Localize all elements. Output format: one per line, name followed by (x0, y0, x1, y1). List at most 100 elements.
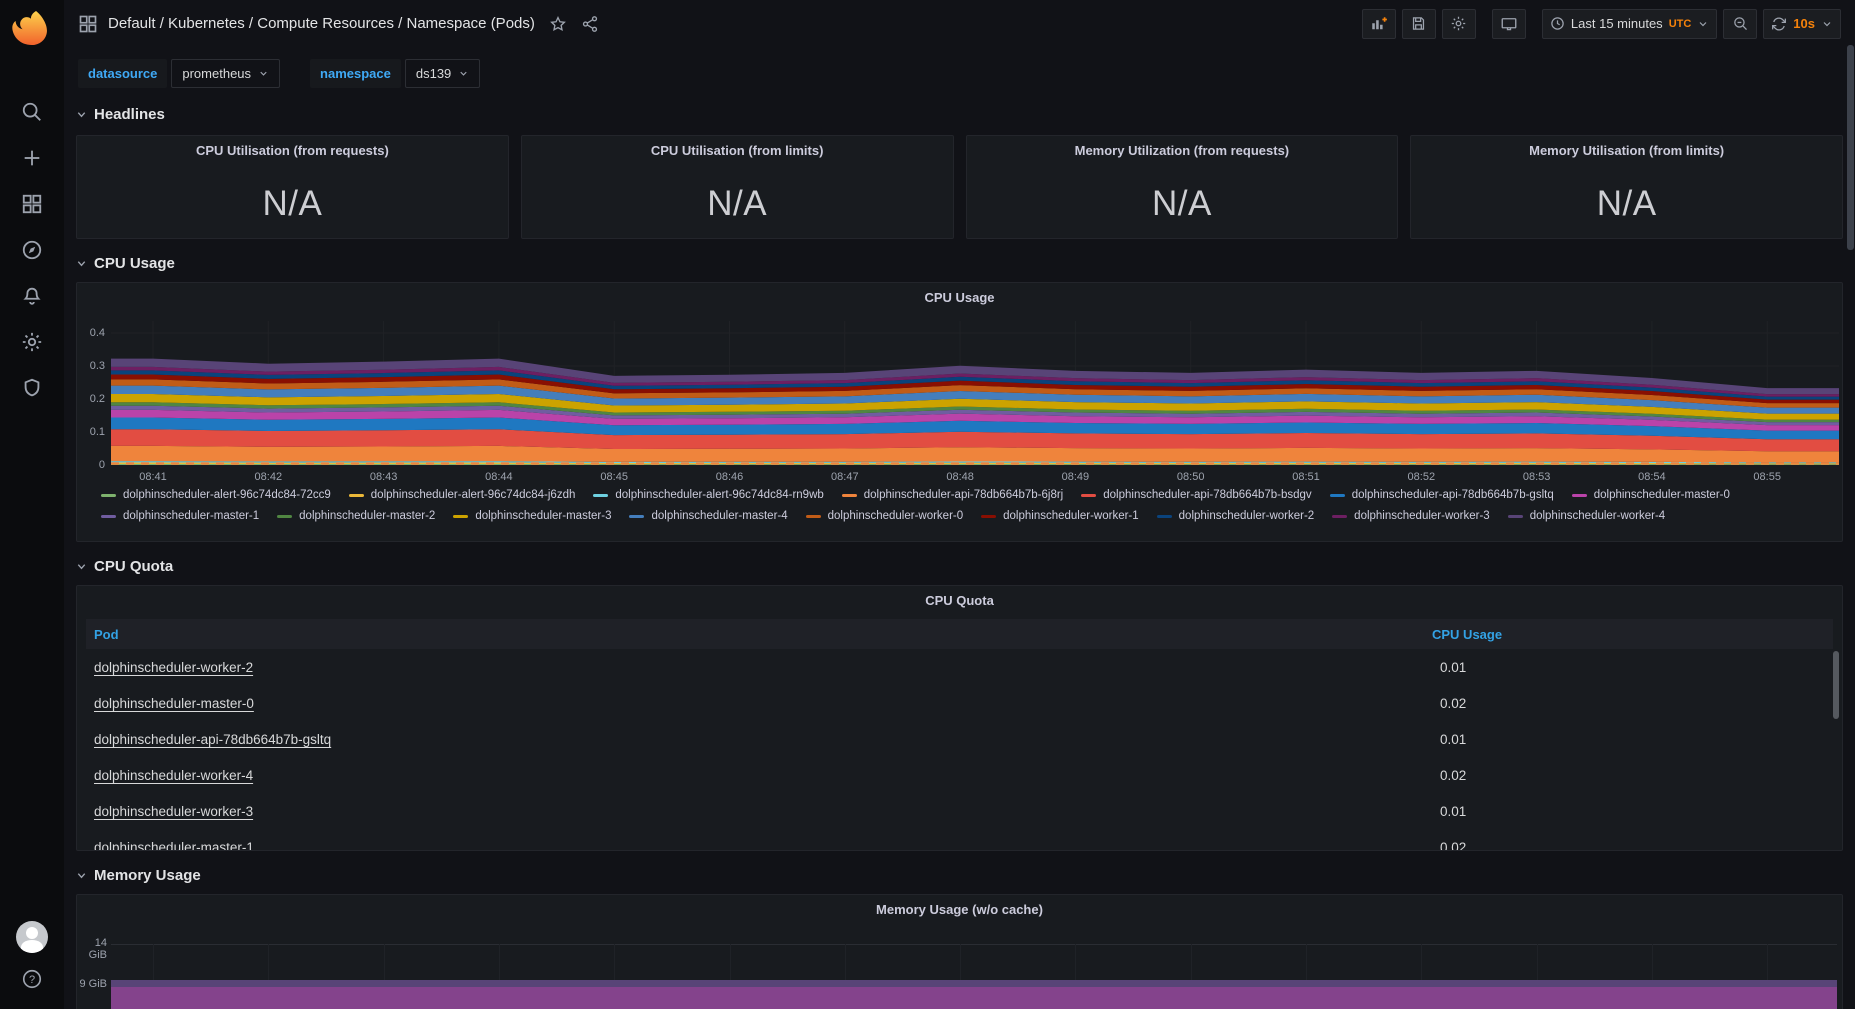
cpu-usage-value: 0.02 (1440, 840, 1466, 851)
save-dashboard-button[interactable] (1402, 9, 1436, 39)
section-header-cpu-quota[interactable]: CPU Quota (76, 558, 1843, 575)
legend-item[interactable]: dolphinscheduler-worker-1 (981, 510, 1139, 522)
panel-title[interactable]: CPU Quota (77, 586, 1842, 608)
breadcrumb[interactable]: Default / Kubernetes / Compute Resources… (108, 15, 535, 32)
zoom-out-time-button[interactable] (1723, 9, 1757, 39)
x-tick-label: 08:53 (1512, 471, 1562, 483)
var-label-datasource[interactable]: datasource (78, 59, 167, 88)
memory-gridline (384, 944, 385, 980)
column-header-cpu-usage[interactable]: CPU Usage (1432, 627, 1502, 642)
svg-text:?: ? (29, 974, 35, 986)
legend-swatch (1572, 494, 1587, 497)
server-admin-shield-icon[interactable] (20, 376, 44, 400)
legend-item[interactable]: dolphinscheduler-worker-2 (1157, 510, 1315, 522)
x-tick-label: 08:54 (1627, 471, 1677, 483)
pod-link[interactable]: dolphinscheduler-worker-2 (94, 660, 253, 675)
legend-item[interactable]: dolphinscheduler-api-78db664b7b-6j8rj (842, 489, 1063, 501)
share-icon[interactable] (581, 15, 599, 33)
table-row: dolphinscheduler-api-78db664b7b-gsltq0.0… (86, 721, 1833, 757)
memory-stacked-band[interactable] (111, 987, 1837, 1009)
legend-label: dolphinscheduler-alert-96c74dc84-j6zdh (371, 489, 576, 501)
legend-swatch (349, 494, 364, 497)
dashboard-settings-button[interactable] (1442, 9, 1476, 39)
legend-row: dolphinscheduler-master-1 dolphinschedule… (101, 510, 1834, 522)
var-label-namespace[interactable]: namespace (310, 59, 401, 88)
search-icon[interactable] (20, 100, 44, 124)
panel-title[interactable]: Memory Utilization (from requests) (967, 136, 1398, 158)
dashboard-variables: datasource prometheus namespace ds139 (64, 47, 1855, 98)
create-plus-icon[interactable] (20, 146, 44, 170)
cpu-usage-value: 0.01 (1440, 804, 1466, 819)
cpu-usage-chart[interactable] (111, 321, 1839, 465)
collapse-chevron-icon (76, 258, 87, 269)
legend-item[interactable]: dolphinscheduler-api-78db664b7b-gsltq (1330, 489, 1554, 501)
table-scrollbar-thumb[interactable] (1833, 651, 1839, 719)
legend-item[interactable]: dolphinscheduler-api-78db664b7b-bsdgv (1081, 489, 1311, 501)
headline-stats-row: CPU Utilisation (from requests) N/A CPU … (76, 135, 1843, 239)
stat-value: N/A (77, 170, 508, 238)
legend-label: dolphinscheduler-worker-3 (1354, 510, 1490, 522)
main-area: Default / Kubernetes / Compute Resources… (64, 0, 1855, 1009)
legend-item[interactable]: dolphinscheduler-master-0 (1572, 489, 1730, 501)
legend-item[interactable]: dolphinscheduler-master-4 (629, 510, 787, 522)
x-tick-label: 08:46 (705, 471, 755, 483)
legend-item[interactable]: dolphinscheduler-master-3 (453, 510, 611, 522)
panel-title[interactable]: Memory Utilisation (from limits) (1411, 136, 1842, 158)
sidebar-bottom: ? (16, 921, 48, 991)
favorite-star-icon[interactable] (549, 15, 567, 33)
x-tick-label: 08:51 (1281, 471, 1331, 483)
legend-label: dolphinscheduler-api-78db664b7b-6j8rj (864, 489, 1063, 501)
user-avatar[interactable] (16, 921, 48, 953)
section-header-headlines[interactable]: Headlines (76, 106, 1843, 123)
section-header-memory-usage[interactable]: Memory Usage (76, 867, 1843, 884)
legend-item[interactable]: dolphinscheduler-worker-3 (1332, 510, 1490, 522)
legend-swatch (842, 494, 857, 497)
stat-value: N/A (967, 170, 1398, 238)
pod-link[interactable]: dolphinscheduler-worker-3 (94, 804, 253, 819)
cpu-quota-panel: CPU Quota Pod CPU Usage dolphinscheduler… (76, 585, 1843, 851)
legend-item[interactable]: dolphinscheduler-master-2 (277, 510, 435, 522)
var-picker-datasource[interactable]: prometheus (171, 59, 280, 88)
legend-swatch (1330, 494, 1345, 497)
pod-link[interactable]: dolphinscheduler-worker-4 (94, 768, 253, 783)
legend-item[interactable]: dolphinscheduler-alert-96c74dc84-rn9wb (593, 489, 823, 501)
legend-item[interactable]: dolphinscheduler-worker-4 (1508, 510, 1666, 522)
pod-link[interactable]: dolphinscheduler-master-1 (94, 840, 254, 851)
legend-swatch (1081, 494, 1096, 497)
cycle-view-tv-button[interactable] (1492, 9, 1526, 39)
page-scrollbar-thumb[interactable] (1847, 45, 1854, 250)
refresh-interval-label: 10s (1793, 16, 1815, 31)
refresh-button-group[interactable]: 10s (1763, 9, 1841, 39)
pod-link[interactable]: dolphinscheduler-master-0 (94, 696, 254, 711)
legend-label: dolphinscheduler-worker-2 (1179, 510, 1315, 522)
explore-compass-icon[interactable] (20, 238, 44, 262)
x-tick-label: 08:55 (1742, 471, 1792, 483)
var-picker-namespace[interactable]: ds139 (405, 59, 480, 88)
legend-swatch (1157, 515, 1172, 518)
legend-item[interactable]: dolphinscheduler-alert-96c74dc84-72cc9 (101, 489, 331, 501)
panel-title[interactable]: CPU Utilisation (from requests) (77, 136, 508, 158)
panel-title[interactable]: Memory Usage (w/o cache) (77, 895, 1842, 917)
grafana-logo-icon[interactable] (12, 8, 52, 48)
memory-stacked-band-top[interactable] (111, 980, 1837, 987)
column-header-pod[interactable]: Pod (86, 627, 119, 642)
help-icon[interactable]: ? (20, 967, 44, 991)
legend-item[interactable]: dolphinscheduler-worker-0 (806, 510, 964, 522)
dashboards-icon[interactable] (20, 192, 44, 216)
legend-label: dolphinscheduler-worker-4 (1530, 510, 1666, 522)
panel-title[interactable]: CPU Utilisation (from limits) (522, 136, 953, 158)
panel-title[interactable]: CPU Usage (77, 283, 1842, 305)
configuration-gear-icon[interactable] (20, 330, 44, 354)
stat-panel-memory-limits: Memory Utilisation (from limits) N/A (1410, 135, 1843, 239)
table-row: dolphinscheduler-worker-3 0.01 (86, 793, 1833, 829)
legend-item[interactable]: dolphinscheduler-master-1 (101, 510, 259, 522)
refresh-icon[interactable] (1771, 16, 1787, 32)
legend-item[interactable]: dolphinscheduler-alert-96c74dc84-j6zdh (349, 489, 576, 501)
stat-panel-memory-requests: Memory Utilization (from requests) N/A (966, 135, 1399, 239)
pod-link[interactable]: dolphinscheduler-api-78db664b7b-gsltq (94, 732, 331, 747)
time-range-picker[interactable]: Last 15 minutes UTC (1542, 9, 1717, 39)
section-header-cpu-usage[interactable]: CPU Usage (76, 255, 1843, 272)
add-panel-button[interactable] (1362, 9, 1396, 39)
alerting-bell-icon[interactable] (20, 284, 44, 308)
section-title: CPU Quota (94, 558, 173, 575)
